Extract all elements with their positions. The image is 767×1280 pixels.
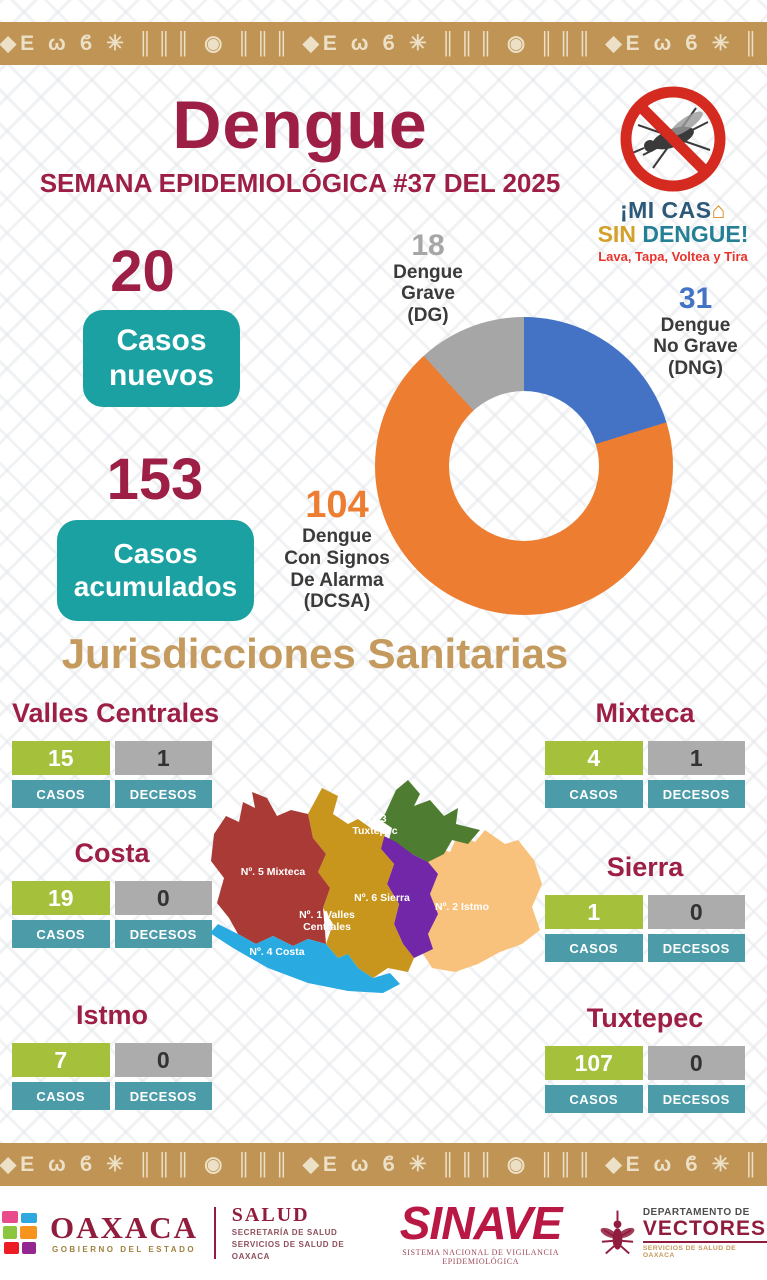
map-region-istmo bbox=[415, 830, 542, 972]
decesos-label: DECESOS bbox=[647, 780, 745, 808]
jurisdiction-name: Valles Centrales bbox=[12, 698, 220, 728]
campaign-logo: ¡MI CAS⌂ SIN DENGUE! Lava, Tapa, Voltea … bbox=[583, 80, 763, 264]
jurisdiction-card-istmo: Istmo 7 0 CASOS DECESOS bbox=[12, 1000, 212, 1110]
donut-chart bbox=[375, 317, 673, 615]
jurisdiction-card-mixteca: Mixteca 4 1 CASOS DECESOS bbox=[545, 698, 745, 808]
segment-label-dg: 18 Dengue Grave (DG) bbox=[393, 229, 463, 327]
casos-value: 19 bbox=[12, 881, 110, 915]
map-region-valles-centrales bbox=[308, 788, 414, 978]
jurisdiction-card-tuxtepec: Tuxtepec 107 0 CASOS DECESOS bbox=[545, 1003, 745, 1113]
jurisdiction-card-sierra: Sierra 1 0 CASOS DECESOS bbox=[545, 852, 745, 962]
jurisdiction-card-costa: Costa 19 0 CASOS DECESOS bbox=[12, 838, 212, 948]
segment-label-dcsa: 104 Dengue Con Signos De Alarma (DCSA) bbox=[284, 484, 390, 613]
casos-label: CASOS bbox=[545, 934, 643, 962]
map-region-sierra bbox=[380, 834, 438, 958]
decesos-value: 0 bbox=[647, 895, 745, 929]
decesos-label: DECESOS bbox=[114, 920, 212, 948]
jurisdiction-table: 7 0 CASOS DECESOS bbox=[12, 1043, 212, 1110]
map-region-costa bbox=[210, 924, 400, 993]
decesos-label: DECESOS bbox=[114, 1082, 212, 1110]
salud-line2: SERVICIOS DE SALUD DE OAXACA bbox=[231, 1239, 345, 1261]
jurisdictions-heading: Jurisdicciones Sanitarias bbox=[61, 630, 569, 677]
salud-line1: SECRETARÍA DE SALUD bbox=[231, 1227, 338, 1237]
segment-label-dng: 31 Dengue No Grave (DNG) bbox=[653, 282, 738, 380]
jurisdiction-table: 19 0 CASOS DECESOS bbox=[12, 881, 212, 948]
decesos-value: 0 bbox=[114, 1043, 212, 1077]
casos-label: CASOS bbox=[12, 1082, 110, 1110]
map-label-costa: Nº. 4 Costa bbox=[249, 946, 304, 958]
jurisdiction-table: 15 1 CASOS DECESOS bbox=[12, 741, 212, 808]
vectores-line1: DEPARTAMENTO DE bbox=[642, 1207, 750, 1218]
oaxaca-logo: OAXACA GOBIERNO DEL ESTADO bbox=[0, 1209, 198, 1257]
decesos-value: 0 bbox=[647, 1046, 745, 1080]
decorative-border-bottom: ◆E ω ϐ ✳ ║║║ ◉ ║║║ ◆E ω ϐ ✳ ║║║ ◉ ║║║ ◆E… bbox=[0, 1143, 767, 1186]
jurisdiction-card-valles-centrales: Valles Centrales 15 1 CASOS DECESOS bbox=[12, 698, 220, 808]
cumulative-cases-value: 153 bbox=[106, 447, 204, 512]
decesos-label: DECESOS bbox=[647, 934, 745, 962]
jurisdiction-name: Costa bbox=[74, 838, 150, 868]
cumulative-cases-box: Casos acumulados bbox=[57, 520, 254, 621]
decorative-border-top: ◆E ω ϐ ✳ ║║║ ◉ ║║║ ◆E ω ϐ ✳ ║║║ ◉ ║║║ ◆E… bbox=[0, 22, 767, 65]
footer: OAXACA GOBIERNO DEL ESTADO SALUD SECRETA… bbox=[0, 1186, 767, 1280]
new-cases-box: Casos nuevos bbox=[83, 310, 240, 407]
casos-value: 7 bbox=[12, 1043, 110, 1077]
mosquito-icon bbox=[600, 1210, 635, 1255]
map-label-mixteca: Nº. 5 Mixteca bbox=[241, 866, 306, 878]
map-label-valles-1: Nº. 1 Valles bbox=[299, 909, 355, 921]
sinave-wordmark: SINAVE bbox=[399, 1197, 563, 1249]
sinave-logo: SINAVE SISTEMA NACIONAL DE VIGILANCIA EP… bbox=[380, 1200, 582, 1266]
vectores-subtitle: SERVICIOS DE SALUD DE OAXACA bbox=[642, 1245, 737, 1259]
oaxaca-wordmark: OAXACA bbox=[50, 1210, 199, 1245]
footer-divider bbox=[214, 1207, 216, 1259]
map-region-mixteca bbox=[211, 792, 330, 946]
casos-label: CASOS bbox=[545, 780, 643, 808]
page-title: Dengue bbox=[172, 87, 428, 163]
map-label-sierra: Nº. 6 Sierra bbox=[354, 892, 410, 904]
casos-value: 1 bbox=[545, 895, 643, 929]
jurisdiction-name: Istmo bbox=[75, 1000, 148, 1030]
oaxaca-emblem-icon bbox=[2, 1211, 37, 1254]
map-region-tuxtepec bbox=[380, 780, 480, 862]
campaign-tagline: Lava, Tapa, Voltea y Tira bbox=[598, 249, 748, 265]
casos-label: CASOS bbox=[545, 1085, 643, 1113]
jurisdiction-table: 4 1 CASOS DECESOS bbox=[545, 741, 745, 808]
decesos-value: 0 bbox=[114, 881, 212, 915]
donut-hole bbox=[449, 391, 599, 541]
map-label-valles-2: Centrales bbox=[303, 921, 351, 933]
jurisdiction-name: Mixteca bbox=[595, 698, 695, 728]
jurisdiction-name: Sierra bbox=[606, 852, 684, 882]
jurisdiction-table: 1 0 CASOS DECESOS bbox=[545, 895, 745, 962]
map-label-tuxtepec-1: Nº. 3 bbox=[363, 813, 386, 825]
casos-value: 15 bbox=[12, 741, 110, 775]
oaxaca-regions-map: Nº. 5 Mixteca Nº. 1 Valles Centrales Nº.… bbox=[200, 772, 548, 1000]
map-label-tuxtepec-2: Tuxtepec bbox=[352, 825, 397, 837]
house-icon: ⌂ bbox=[711, 197, 727, 223]
no-mosquito-icon bbox=[620, 86, 726, 192]
casos-label: CASOS bbox=[12, 920, 110, 948]
salud-wordmark: SALUD bbox=[231, 1203, 310, 1226]
vectores-wordmark: VECTORES bbox=[642, 1218, 767, 1243]
campaign-line2: SIN DENGUE! bbox=[597, 221, 749, 248]
decesos-value: 1 bbox=[647, 741, 745, 775]
salud-logo: SALUD SECRETARÍA DE SALUD SERVICIOS DE S… bbox=[232, 1204, 364, 1263]
oaxaca-subtitle: GOBIERNO DEL ESTADO bbox=[51, 1245, 197, 1254]
page-subtitle: SEMANA EPIDEMIOLÓGICA #37 DEL 2025 bbox=[39, 168, 561, 198]
jurisdiction-table: 107 0 CASOS DECESOS bbox=[545, 1046, 745, 1113]
campaign-line1: ¡MI CAS⌂ bbox=[619, 197, 727, 223]
sinave-subtitle: SISTEMA NACIONAL DE VIGILANCIA EPIDEMIOL… bbox=[402, 1248, 560, 1266]
new-cases-value: 20 bbox=[110, 239, 175, 304]
casos-value: 4 bbox=[545, 741, 643, 775]
decesos-label: DECESOS bbox=[647, 1085, 745, 1113]
vectores-logo: DEPARTAMENTO DE VECTORES SERVICIOS DE SA… bbox=[598, 1207, 767, 1259]
casos-label: CASOS bbox=[12, 780, 110, 808]
decesos-value: 1 bbox=[114, 741, 212, 775]
map-label-istmo: Nº. 2 Istmo bbox=[435, 901, 489, 913]
casos-value: 107 bbox=[545, 1046, 643, 1080]
decesos-label: DECESOS bbox=[114, 780, 212, 808]
jurisdiction-name: Tuxtepec bbox=[586, 1003, 704, 1033]
